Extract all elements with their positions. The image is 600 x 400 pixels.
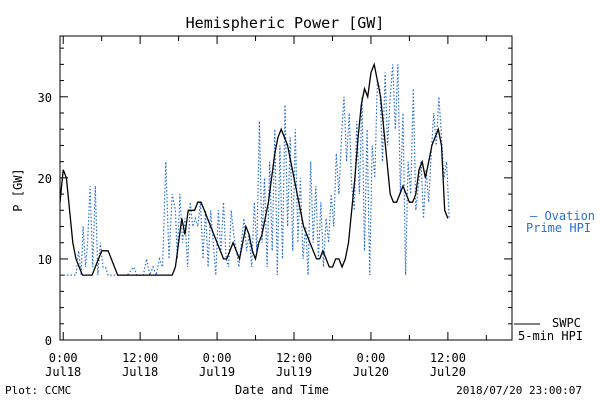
x-tick-date: Jul20 [430,365,466,379]
x-tick-time: 0:00 [356,351,385,365]
ovation-legend: – Ovation Prime HPI [526,209,595,235]
ovation-series-line [60,64,450,278]
x-tick-date: Jul19 [199,365,235,379]
x-tick-time: 0:00 [49,351,78,365]
ovation-legend-line2: Prime HPI [526,221,591,235]
x-tick-date: Jul20 [353,365,389,379]
x-tick-date: Jul19 [276,365,312,379]
x-tick-time: 12:00 [122,351,158,365]
plot-credit: Plot: CCMC [5,384,71,397]
x-tick-time: 0:00 [203,351,232,365]
y-tick-label: 10 [38,253,52,267]
x-tick-time: 12:00 [276,351,312,365]
plot-timestamp: 2018/07/20 23:00:07 [456,384,582,397]
y-tick-label: 0 [45,334,52,348]
swpc-series-line [59,62,449,276]
x-tick-date: Jul18 [122,365,158,379]
y-tick-label: 20 [38,172,52,186]
chart-title: Hemispheric Power [GW] [186,14,385,32]
y-axis-label: P [GW] [11,168,25,211]
x-axis-label: Date and Time [235,383,329,397]
swpc-legend-line2: 5-min HPI [518,329,583,343]
x-tick-date: Jul18 [45,365,81,379]
swpc-legend: SWPC 5-min HPI [514,316,583,343]
y-tick-label: 30 [38,91,52,105]
swpc-legend-line1: SWPC [552,316,581,330]
plot-frame [59,35,513,341]
tick-marks: 01020300:00Jul1812:00Jul180:00Jul1912:00… [38,36,512,379]
ovation-legend-line1: – Ovation [530,209,595,223]
x-tick-time: 12:00 [430,351,466,365]
series-layer [59,62,450,278]
